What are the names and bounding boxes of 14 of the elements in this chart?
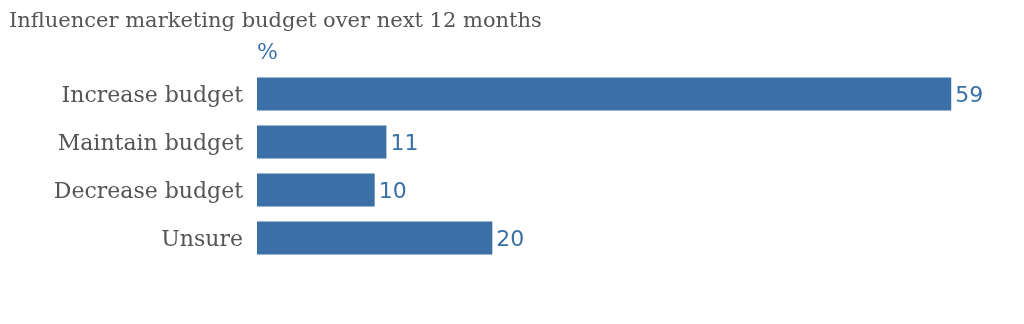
data-label: 11 [390, 129, 419, 155]
bar [257, 173, 375, 207]
y-tick-label: Increase budget [61, 81, 244, 107]
chart-title: Influencer marketing budget over next 12 months [9, 7, 542, 32]
data-label: 59 [955, 81, 984, 107]
bar [257, 77, 952, 111]
data-label: 20 [496, 225, 525, 251]
y-tick-label: Maintain budget [57, 129, 244, 155]
y-tick-label: Unsure [161, 225, 243, 251]
x-axis-title: % [257, 38, 278, 64]
y-tick-label: Decrease budget [53, 177, 244, 203]
data-label: 10 [378, 177, 407, 203]
bar [257, 221, 493, 255]
bar [257, 125, 387, 159]
